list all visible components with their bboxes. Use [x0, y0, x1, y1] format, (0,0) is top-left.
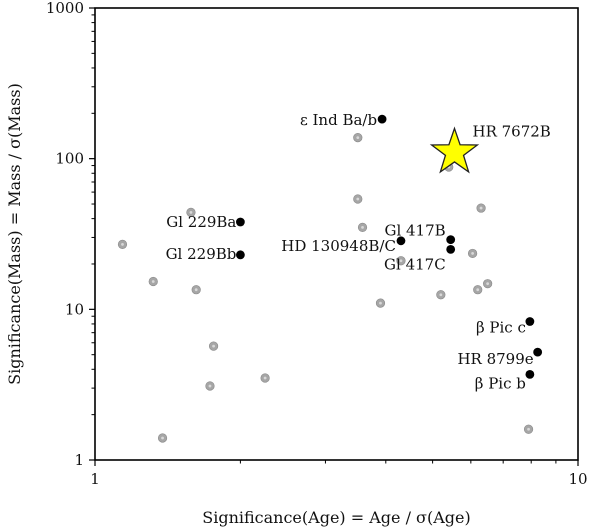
y-tick-label: 10 [65, 300, 84, 318]
background-point-center [361, 225, 364, 229]
background-point-center [399, 259, 403, 263]
highlighted-point [446, 235, 456, 245]
background-point-center [194, 288, 198, 292]
background-point-center [151, 280, 155, 283]
annotations-layer: Gl 229Ba Gl 229Bb ε Ind Ba/b HD 130948B/CGl… [166, 111, 551, 392]
background-point-center [263, 376, 267, 380]
point-label: HR 7672B [472, 122, 550, 140]
point-label: HD 130948B/C [281, 237, 396, 255]
background-point-center [527, 427, 530, 431]
background-point-center [439, 293, 443, 297]
background-point-center [476, 288, 480, 292]
plot-frame [94, 7, 579, 461]
background-point-center [479, 206, 483, 210]
background-point-center [356, 136, 360, 139]
y-tick-label: 100 [55, 150, 84, 168]
x-axis-label: Significance(Age) = Age / σ(Age) [202, 508, 470, 527]
background-point-center [161, 436, 164, 440]
ticks-layer: 1 10 1 10 100 1000 [46, 0, 588, 488]
y-axis-label: Significance(Mass) = Mass / σ(Mass) [5, 83, 24, 385]
highlighted-point [525, 317, 535, 326]
point-label: Gl 417C [384, 255, 446, 273]
background-point-center [121, 242, 124, 246]
point-label: β Pic b [475, 374, 526, 392]
highlighted-point [446, 244, 456, 254]
highlighted-point [525, 369, 535, 379]
x-tick-label: 10 [568, 470, 587, 488]
point-label: HR 8799e [457, 350, 533, 368]
points-layer [117, 114, 543, 443]
highlighted-point [235, 250, 245, 260]
background-point-center [471, 252, 474, 255]
point-label: Gl 229Bb [166, 245, 237, 263]
highlighted-point [377, 114, 387, 124]
x-tick-label: 1 [90, 470, 100, 488]
highlighted-point [396, 236, 406, 246]
background-point-center [379, 301, 382, 305]
background-point-center [189, 210, 193, 214]
featured-star-marker [429, 126, 480, 174]
background-point-center [486, 282, 490, 286]
highlighted-point [235, 217, 245, 227]
point-label: Gl 229Ba [166, 213, 236, 231]
background-point-center [356, 197, 360, 201]
y-tick-label: 1 [74, 451, 84, 469]
y-tick-label: 1000 [46, 0, 84, 17]
point-label: β Pic c [476, 319, 526, 337]
point-label: Gl 417B [384, 222, 445, 240]
background-point-center [208, 384, 212, 388]
background-point-center [212, 344, 215, 348]
highlighted-point [533, 347, 543, 357]
point-label: ε Ind Ba/b [300, 111, 377, 129]
